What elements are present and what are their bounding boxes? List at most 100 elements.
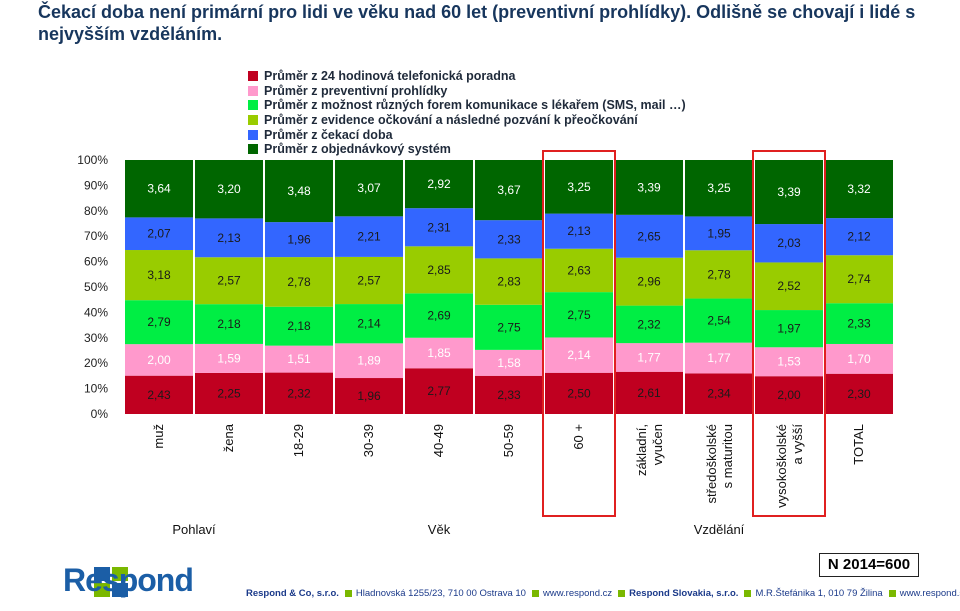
category-label-line: 30-39 (361, 424, 376, 457)
legend-swatch (248, 85, 258, 96)
footer-bullet-icon (744, 590, 752, 597)
category-label-line: 18-29 (291, 424, 306, 457)
data-label: 2,00 (777, 388, 801, 402)
data-label: 3,32 (847, 182, 871, 196)
footer-bullet-icon (888, 590, 896, 597)
bar-segment (265, 306, 333, 346)
footer-address-cz: Hladnovská 1255/23, 710 00 Ostrava 10 (355, 588, 526, 599)
data-label: 3,39 (637, 180, 661, 194)
legend-label: Průměr z čekací doba (264, 127, 393, 142)
bar-segment (615, 305, 683, 344)
category-label-line: muž (151, 424, 166, 449)
footer-bullet-icon (618, 590, 626, 597)
data-label: 2,13 (567, 224, 591, 238)
data-label: 2,54 (707, 314, 731, 328)
data-label: 3,25 (567, 180, 591, 194)
data-label: 2,79 (147, 315, 171, 329)
category-label: 60 + (571, 424, 586, 450)
bar-segment (685, 250, 753, 299)
data-label: 2,52 (777, 279, 801, 293)
group-label: Pohlaví (172, 522, 216, 537)
data-label: 1,70 (847, 352, 871, 366)
bar-segment (545, 160, 613, 214)
legend-item: Průměr z objednávkový systém (248, 142, 686, 157)
data-label: 2,57 (357, 273, 381, 287)
bar-segment (335, 304, 403, 344)
data-label: 3,25 (707, 181, 731, 195)
bar-segment (545, 213, 613, 249)
y-tick-label: 10% (84, 382, 108, 396)
footer-bullet-icon (531, 590, 539, 597)
bar-segment (615, 371, 683, 414)
data-label: 3,07 (357, 181, 381, 195)
legend-label: Průměr z 24 hodinová telefonická poradna (264, 69, 516, 84)
data-label: 3,48 (287, 184, 311, 198)
data-label: 3,67 (497, 183, 521, 197)
data-label: 2,33 (497, 232, 521, 246)
y-tick-label: 70% (84, 229, 108, 243)
bar-segment (265, 160, 333, 223)
legend-label: Průměr z objednávkový systém (264, 142, 451, 157)
bar-segment (335, 256, 403, 305)
bar-segment (825, 218, 893, 256)
data-label: 2,78 (707, 267, 731, 281)
bar-segment (405, 160, 473, 209)
data-label: 1,77 (707, 351, 731, 365)
footer-web-cz[interactable]: www.respond.cz (542, 588, 613, 599)
footer-web-sk[interactable]: www.respond.sk (899, 588, 960, 599)
bar-segment (755, 376, 823, 414)
category-label: vysokoškolskéa vyšší (774, 424, 805, 508)
bar-segment (545, 292, 613, 338)
data-label: 2,14 (567, 348, 591, 362)
category-label-line: žena (221, 423, 236, 452)
bar-segment (335, 378, 403, 414)
group-label: Vzdělání (694, 522, 745, 537)
data-label: 2,92 (427, 177, 451, 191)
bar-segment (755, 224, 823, 263)
bar-segment (405, 337, 473, 369)
bar-segment (195, 257, 263, 305)
bar-segment (755, 262, 823, 311)
bar-segment (265, 222, 333, 258)
bar-segment (125, 160, 193, 218)
bar-segment (685, 298, 753, 343)
data-label: 2,50 (567, 386, 591, 400)
bar-segment (475, 258, 543, 305)
data-label: 2,07 (147, 227, 171, 241)
legend-item: Průměr z 24 hodinová telefonická poradna (248, 69, 686, 84)
bar-segment (685, 216, 753, 251)
bar-segment (545, 248, 613, 293)
data-label: 2,25 (217, 386, 241, 400)
data-label: 1,51 (287, 352, 311, 366)
bar-segment (755, 347, 823, 377)
bar-segment (405, 246, 473, 294)
legend-item: Průměr z čekací doba (248, 127, 686, 142)
category-label-line: 50-59 (501, 424, 516, 457)
data-label: 2,33 (497, 388, 521, 402)
bar-segment (125, 217, 193, 251)
data-label: 2,63 (567, 263, 591, 277)
category-label: 30-39 (361, 424, 376, 457)
footer: Respond & Co, s.r.o. Hladnovská 1255/23,… (246, 588, 960, 599)
bar-segment (475, 375, 543, 414)
data-label: 2,78 (287, 275, 311, 289)
category-label-line: vyučen (650, 424, 665, 465)
data-label: 3,20 (217, 182, 241, 196)
legend-label: Průměr z možnost různých forem komunikac… (264, 98, 686, 113)
bar-segment (125, 300, 193, 345)
bar-segment (545, 337, 613, 373)
data-label: 2,13 (217, 231, 241, 245)
bar-segment (475, 160, 543, 221)
data-label: 2,12 (847, 230, 871, 244)
bar-segment (265, 372, 333, 414)
bar-segment (825, 373, 893, 414)
data-label: 1,89 (357, 354, 381, 368)
data-label: 2,32 (637, 317, 661, 331)
footer-address-sk: M.R.Štefánika 1, 010 79 Žilina (755, 588, 883, 599)
category-label: středoškolskés maturitou (704, 424, 735, 503)
bar-segment (755, 160, 823, 225)
bar-segment (405, 368, 473, 414)
page-title: Čekací doba není primární pro lidi ve vě… (38, 2, 916, 44)
data-label: 1,59 (217, 351, 241, 365)
